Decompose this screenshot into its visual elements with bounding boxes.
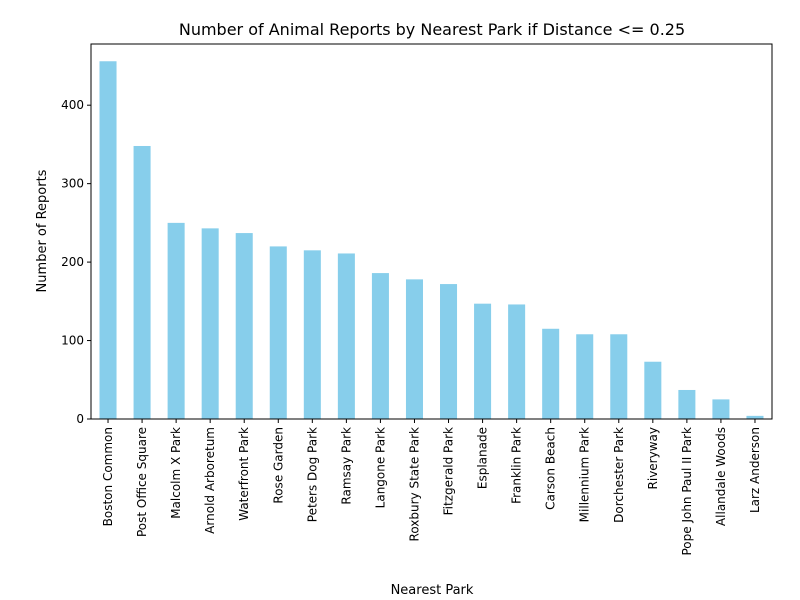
plot-frame bbox=[90, 43, 773, 420]
x-tick-label: Ramsay Park bbox=[339, 427, 353, 505]
bar bbox=[712, 399, 730, 419]
axes-layer: 0 100 200 300 400 Boston Common Post Office Sq… bbox=[61, 43, 773, 556]
bar bbox=[99, 61, 117, 420]
bar bbox=[746, 415, 764, 419]
x-tick-label: Fitzgerald Park bbox=[442, 427, 456, 515]
x-tick-label: Dorchester Park bbox=[612, 427, 626, 523]
x-tick-label: Arnold Arboretum bbox=[203, 427, 217, 534]
bar bbox=[201, 228, 219, 419]
x-tick-label: Franklin Park bbox=[510, 427, 524, 504]
bar bbox=[303, 250, 321, 419]
bar bbox=[269, 246, 287, 419]
x-tick-label: Malcolm X Park bbox=[169, 427, 183, 519]
x-tick-label: Esplanade bbox=[476, 427, 490, 489]
chart-title: Number of Animal Reports by Nearest Park… bbox=[179, 20, 685, 39]
x-tick-label: Rose Garden bbox=[271, 427, 285, 504]
x-tick-label: Larz Anderson bbox=[748, 427, 762, 513]
bar bbox=[371, 273, 389, 419]
bar bbox=[508, 304, 526, 419]
bar bbox=[133, 145, 151, 420]
bar bbox=[405, 279, 423, 419]
bars-layer bbox=[99, 61, 764, 420]
bar bbox=[576, 334, 594, 419]
bar bbox=[167, 222, 185, 419]
x-tick-label: Waterfront Park bbox=[237, 427, 251, 521]
x-tick-label: Langone Park bbox=[373, 427, 387, 508]
y-tick-label: 0 bbox=[76, 412, 84, 426]
bar bbox=[337, 253, 355, 419]
bar bbox=[474, 303, 492, 419]
y-tick-label: 300 bbox=[61, 177, 84, 191]
x-axis-label: Nearest Park bbox=[391, 583, 474, 598]
bar bbox=[440, 284, 458, 419]
x-tick-label: Millennium Park bbox=[578, 427, 592, 522]
x-tick-label: Pope John Paul II Park bbox=[680, 427, 694, 556]
bar bbox=[644, 361, 662, 419]
bar bbox=[678, 389, 696, 419]
bar bbox=[542, 328, 560, 419]
x-tick-label: Post Office Square bbox=[135, 427, 149, 537]
x-tick-label: Riveryway bbox=[646, 427, 660, 489]
y-tick-label: 200 bbox=[61, 255, 84, 269]
y-axis-label: Number of Reports bbox=[35, 169, 50, 292]
y-tick-label: 100 bbox=[61, 334, 84, 348]
x-tick-label: Allandale Woods bbox=[714, 427, 728, 526]
x-tick-label: Roxbury State Park bbox=[407, 427, 421, 542]
x-tick-label: Peters Dog Park bbox=[305, 427, 319, 522]
bar bbox=[610, 334, 628, 419]
x-tick-label: Boston Common bbox=[101, 427, 115, 526]
y-tick-label: 400 bbox=[61, 98, 84, 112]
bar bbox=[235, 233, 253, 419]
x-tick-label: Carson Beach bbox=[544, 427, 558, 510]
